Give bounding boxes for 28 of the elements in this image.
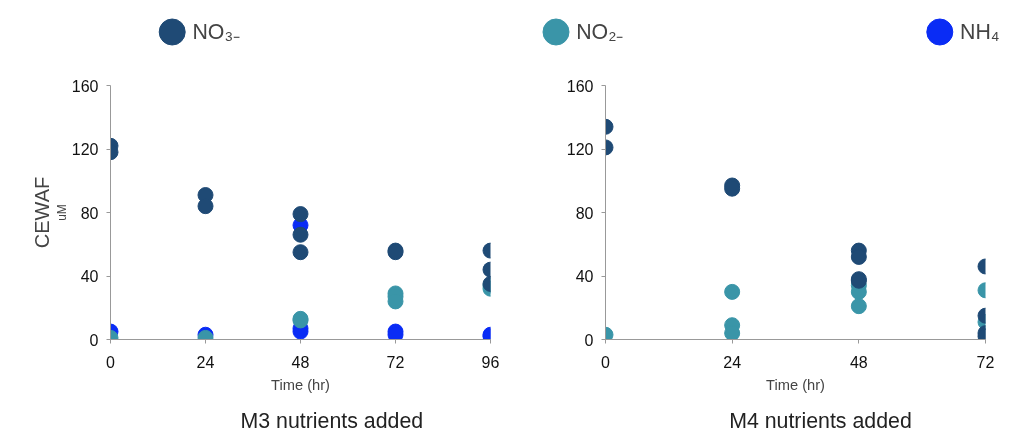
y-tick-label: 40 xyxy=(80,268,99,285)
x-tick-label: 48 xyxy=(291,353,310,371)
y-tick-label: 160 xyxy=(71,77,99,95)
y-tick-label: 120 xyxy=(71,141,99,158)
text: M4 nutrients added xyxy=(729,408,912,433)
text: M3 nutrients added xyxy=(240,408,424,433)
x-tick-label: 96 xyxy=(481,353,500,371)
y-tick-label: 80 xyxy=(575,204,594,222)
text: uM xyxy=(54,204,69,221)
x-tick-label: 72 xyxy=(386,353,405,371)
x-tick-label: 0 xyxy=(106,353,116,371)
legend-label: NO₂₋ xyxy=(576,20,624,44)
x-axis-title: Time (hr) xyxy=(766,376,825,393)
y-tick-label: 0 xyxy=(584,331,594,349)
x-tick-label: 0 xyxy=(601,353,611,371)
y-tick-label: 120 xyxy=(566,141,594,158)
y-tick-label: 40 xyxy=(575,268,594,285)
y-tick-label: 0 xyxy=(89,331,99,349)
legend-label: NO₃₋ xyxy=(192,20,241,44)
legend-label: NH₄ xyxy=(960,20,1000,44)
x-tick-label: 72 xyxy=(976,353,995,371)
x-tick-label: 48 xyxy=(849,353,868,371)
y-tick-label: 160 xyxy=(566,77,594,95)
x-axis-title: Time (hr) xyxy=(271,376,330,393)
x-tick-label: 24 xyxy=(723,353,742,371)
y-axis-title: CEWAF xyxy=(30,176,53,249)
x-tick-label: 24 xyxy=(196,353,215,371)
y-tick-label: 80 xyxy=(80,204,99,222)
